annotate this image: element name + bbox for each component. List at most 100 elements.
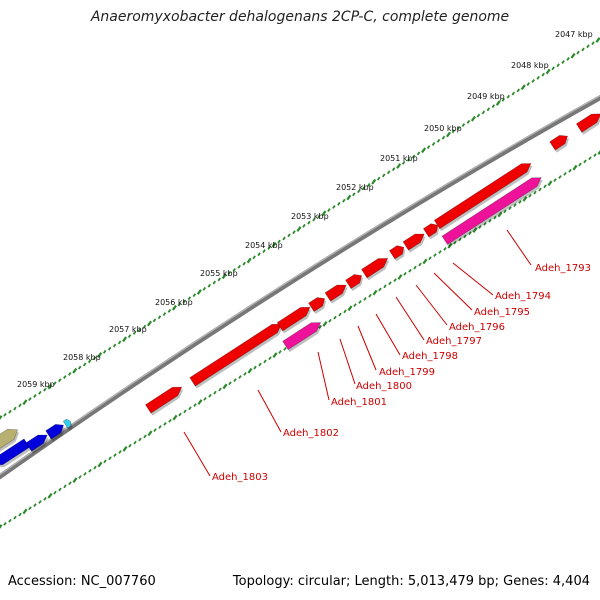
lower-ring-tick: [213, 390, 217, 395]
upper-ring-tick: [526, 82, 530, 87]
upper-ring-tick: [556, 63, 560, 68]
blue-feature-3: [45, 424, 64, 440]
upper-ring-tick: [82, 362, 87, 367]
lower-ring-tick: [63, 484, 67, 489]
upper-ring-tick: [237, 264, 241, 269]
upper-ring-tick: [367, 182, 371, 187]
upper-ring-tick: [476, 113, 481, 118]
lower-ring-tick: [72, 477, 78, 483]
tick-label: 2050 kbp: [424, 124, 462, 133]
upper-ring-tick: [257, 252, 261, 257]
lower-ring-tick: [143, 434, 147, 439]
upper-ring-tick: [346, 194, 352, 201]
upper-ring-tick: [321, 210, 327, 217]
gene-label-adeh-1803: Adeh_1803: [212, 472, 268, 483]
lower-ring-tick: [588, 156, 592, 161]
upper-ring-tick: [8, 409, 12, 414]
genome-backbone-highlight: [0, 95, 600, 476]
lower-ring-tick: [408, 268, 412, 273]
lower-ring-tick: [78, 475, 82, 479]
lower-ring-tick: [178, 412, 182, 417]
gene-label-adeh-1801: Adeh_1801: [331, 397, 387, 408]
lower-ring-tick: [33, 503, 37, 508]
gene-arrow-right-2: [575, 113, 600, 133]
upper-ring-tick: [202, 286, 207, 291]
upper-ring-tick: [581, 47, 585, 52]
upper-ring-tick: [337, 201, 341, 206]
lower-ring-tick: [283, 346, 287, 351]
upper-ring-tick: [327, 208, 331, 213]
lower-ring-tick: [568, 168, 572, 173]
upper-ring-tick: [221, 273, 227, 280]
lower-ring-tick: [483, 221, 487, 226]
lower-ring-tick: [543, 184, 547, 189]
lower-ring-tick: [0, 524, 3, 529]
lower-ring-tick: [438, 250, 442, 254]
upper-ring-tick: [18, 403, 22, 408]
upper-ring-tick: [302, 223, 306, 228]
upper-ring-tick: [267, 245, 271, 250]
upper-ring-tick: [541, 72, 545, 77]
upper-ring-tick: [43, 387, 47, 392]
lower-ring-tick: [468, 231, 472, 236]
lower-ring-tick: [268, 356, 272, 361]
upper-ring-tick: [87, 359, 92, 364]
upper-ring-tick: [461, 123, 466, 127]
lower-ring-tick: [513, 203, 517, 208]
upper-ring-tick: [591, 41, 595, 46]
lower-ring-tick: [522, 196, 528, 202]
upper-ring-tick: [102, 349, 107, 354]
lower-tick-ring: [0, 150, 600, 529]
lower-ring-tick: [218, 387, 222, 392]
upper-ring-tick: [431, 142, 436, 146]
tick-label: 2052 kbp: [336, 183, 374, 192]
upper-ring-tick: [307, 220, 311, 225]
lower-ring-tick: [338, 312, 342, 317]
lower-ring-tick: [8, 518, 12, 523]
upper-ring-tick: [252, 255, 256, 260]
upper-ring-tick: [586, 44, 590, 49]
lower-ring-tick: [458, 237, 462, 242]
upper-ring-tick: [381, 173, 386, 178]
label-leader-line: [317, 351, 330, 401]
upper-ring-tick: [242, 261, 246, 266]
upper-ring-tick: [147, 320, 152, 327]
lower-ring-tick: [538, 187, 542, 192]
upper-ring-tick: [13, 406, 17, 411]
lower-ring-tick: [518, 200, 522, 204]
tick-label: 2057 kbp: [109, 325, 147, 334]
upper-ring-tick: [68, 371, 72, 376]
lower-ring-tick: [238, 375, 242, 379]
lower-ring-tick: [253, 365, 257, 370]
lower-ring-tick: [558, 175, 562, 179]
lower-ring-tick: [208, 393, 212, 398]
lower-ring-tick: [363, 296, 367, 301]
upper-ring-tick: [58, 378, 62, 383]
tick-label-group: 2047 kbp 2048 kbp 2049 kbp 2050 kbp 2051 kbp…: [17, 30, 593, 389]
upper-ring-tick: [132, 331, 137, 335]
upper-ring-tick: [127, 334, 132, 339]
upper-ring-tick: [416, 151, 421, 156]
upper-ring-tick: [357, 189, 361, 194]
lower-ring-tick: [247, 367, 253, 374]
lower-ring-tick: [193, 403, 197, 408]
tick-label: 2053 kbp: [291, 212, 329, 221]
upper-ring-tick: [107, 346, 112, 351]
lower-ring-tick: [43, 496, 47, 501]
upper-ring-tick: [456, 126, 461, 131]
cyan-feature: [62, 418, 72, 429]
lower-ring-tick: [122, 446, 128, 452]
lower-ring-tick: [328, 318, 332, 323]
upper-ring-tick: [545, 68, 551, 75]
upper-ring-tick: [470, 115, 476, 122]
lower-ring-tick: [428, 256, 432, 261]
lower-ring-tick: [322, 321, 328, 327]
gene-arrow-adeh-1801: [276, 306, 311, 332]
upper-ring-tick: [137, 327, 142, 332]
gene-label-adeh-1799: Adeh_1799: [379, 367, 435, 378]
lower-ring-tick: [583, 159, 587, 164]
lower-ring-tick: [453, 240, 457, 245]
lower-ring-tick: [22, 508, 28, 515]
gene-label-adeh-1794: Adeh_1794: [495, 291, 551, 302]
label-leader-line: [339, 338, 356, 385]
